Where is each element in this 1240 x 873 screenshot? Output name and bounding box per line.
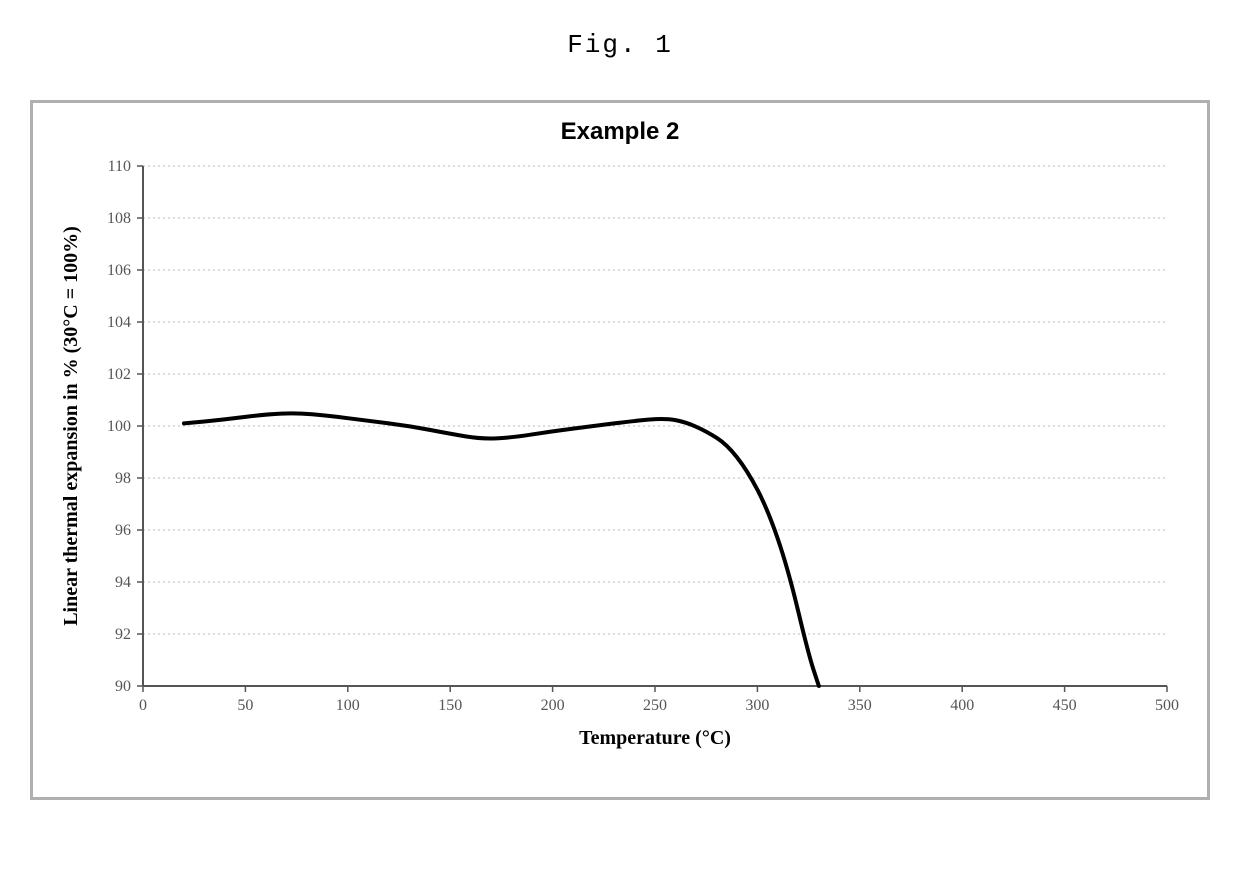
y-axis-label: Linear thermal expansion in % (30°C = 10… (60, 226, 82, 626)
figure-label: Fig. 1 (0, 30, 1240, 60)
chart-title: Example 2 (53, 118, 1187, 146)
chart-plot: 90 92 94 96 98 100 102 104 106 108 110 0 50 100 150 200… (53, 156, 1187, 756)
y-tick-label: 92 (115, 626, 131, 643)
x-tick-label: 500 (1155, 697, 1179, 714)
x-tick-label: 300 (745, 697, 769, 714)
y-tick-label: 90 (115, 678, 131, 695)
x-tick-label: 400 (950, 697, 974, 714)
y-tick-label: 102 (107, 366, 131, 383)
x-tick-label: 0 (139, 697, 147, 714)
x-tick-label: 50 (237, 697, 253, 714)
x-tick-label: 350 (848, 697, 872, 714)
y-tick-label: 96 (115, 522, 131, 539)
x-tick-label: 200 (541, 697, 565, 714)
y-tick-label: 98 (115, 470, 131, 487)
x-tick-label: 150 (438, 697, 462, 714)
y-tick-label: 100 (107, 418, 131, 435)
x-tick-label: 450 (1053, 697, 1077, 714)
y-tick-label: 106 (107, 262, 131, 279)
y-tick-label: 108 (107, 210, 131, 227)
x-axis-label: Temperature (°C) (579, 727, 731, 749)
x-tick-label: 100 (336, 697, 360, 714)
y-tick-label: 94 (115, 574, 131, 591)
chart-frame: Example 2 90 92 94 96 98 100 102 104 106 108 110 0 5… (30, 100, 1210, 800)
y-tick-label: 104 (107, 314, 131, 331)
y-tick-label: 110 (108, 158, 131, 175)
chart-svg: 90 92 94 96 98 100 102 104 106 108 110 0 50 100 150 200… (53, 156, 1187, 756)
x-tick-label: 250 (643, 697, 667, 714)
